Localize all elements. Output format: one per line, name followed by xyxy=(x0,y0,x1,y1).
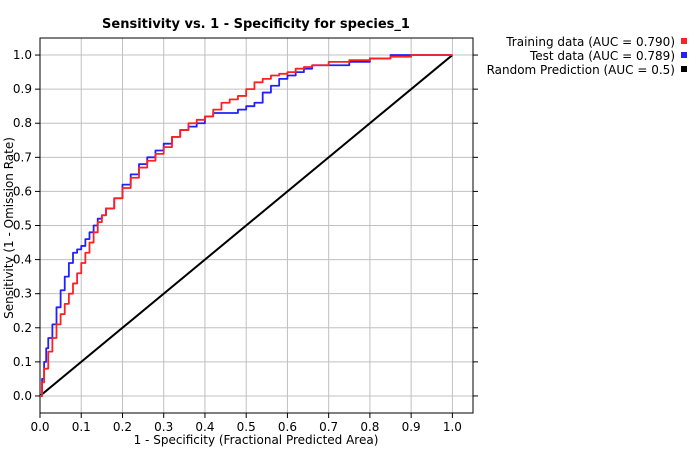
y-tick-label: 0.1 xyxy=(13,355,32,369)
grid xyxy=(39,38,473,413)
x-tick-label: 0.8 xyxy=(360,420,379,434)
legend-random-label: Random Prediction (AUC = 0.5) xyxy=(487,63,675,77)
x-axis-label: 1 - Specificity (Fractional Predicted Ar… xyxy=(134,433,379,447)
axis-ticks: 0.0 0.1 0.2 0.3 0.4 0.5 0.6 0.7 0.8 0.9 1.0 0.0 0.1 0… xyxy=(13,48,478,434)
x-tick-label: 0.7 xyxy=(319,420,338,434)
y-tick-label: 0.0 xyxy=(13,389,32,403)
training-data-line xyxy=(40,54,453,397)
x-tick-label: 0.0 xyxy=(30,420,49,434)
x-tick-label: 0.4 xyxy=(195,420,214,434)
legend-training-swatch xyxy=(681,38,687,44)
y-tick-label: 0.7 xyxy=(13,150,32,164)
random-prediction-line xyxy=(39,54,454,397)
y-axis-label: Sensitivity (1 - Omission Rate) xyxy=(2,137,16,319)
legend-training-label: Training data (AUC = 0.790) xyxy=(505,35,675,49)
legend: Training data (AUC = 0.790)Test data (AU… xyxy=(487,35,687,77)
x-tick-label: 0.2 xyxy=(113,420,132,434)
x-tick-label: 0.6 xyxy=(278,420,297,434)
y-tick-label: 0.8 xyxy=(13,116,32,130)
legend-test-label: Test data (AUC = 0.789) xyxy=(529,49,675,63)
y-tick-label: 0.2 xyxy=(13,321,32,335)
x-tick-label: 0.3 xyxy=(154,420,173,434)
x-tick-label: 0.5 xyxy=(237,420,256,434)
y-tick-label: 0.3 xyxy=(13,287,32,301)
x-tick-label: 0.1 xyxy=(72,420,91,434)
x-tick-label: 0.9 xyxy=(402,420,421,434)
x-tick-label: 1.0 xyxy=(443,420,462,434)
chart-title: Sensitivity vs. 1 - Specificity for spec… xyxy=(102,17,410,32)
y-tick-label: 0.4 xyxy=(13,253,32,267)
legend-random-swatch xyxy=(681,66,687,72)
legend-test-swatch xyxy=(681,52,687,58)
y-tick-label: 0.6 xyxy=(13,184,32,198)
y-tick-label: 1.0 xyxy=(13,48,32,62)
y-tick-label: 0.9 xyxy=(13,82,32,96)
test-data-line xyxy=(40,54,453,397)
y-tick-label: 0.5 xyxy=(13,219,32,233)
series-lines xyxy=(39,54,454,397)
